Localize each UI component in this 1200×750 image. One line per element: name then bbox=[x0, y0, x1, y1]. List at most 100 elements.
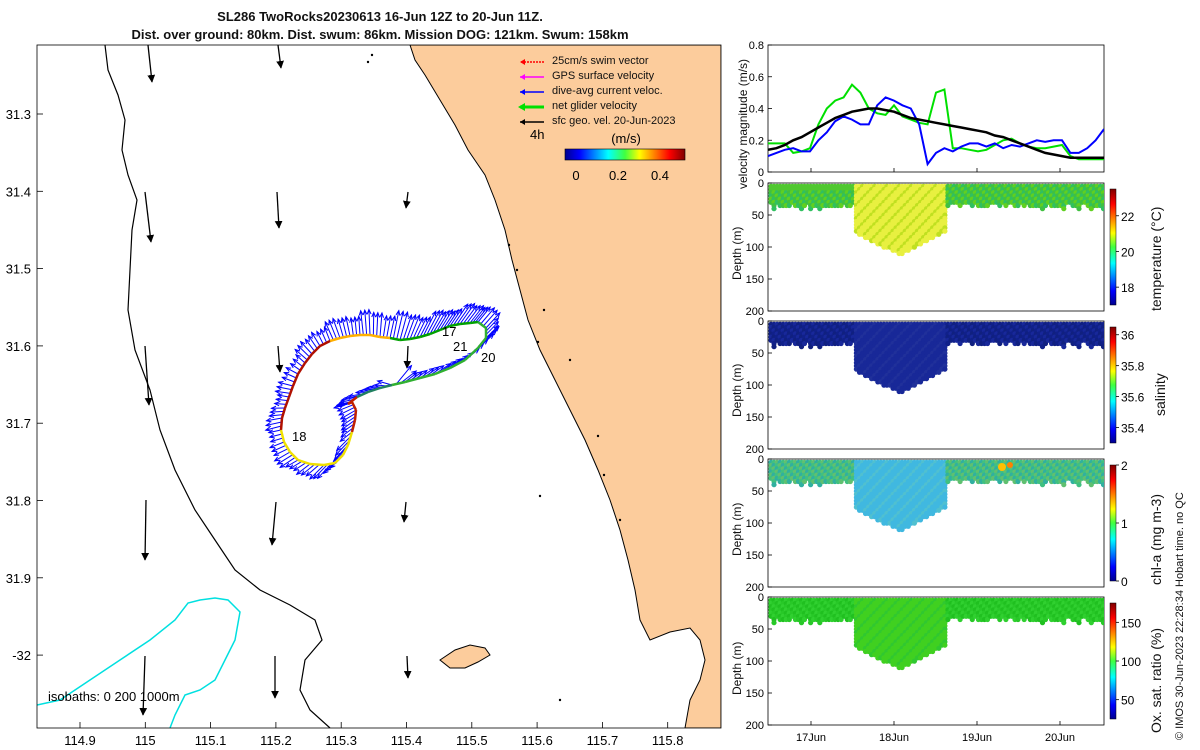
current-arrow-head bbox=[304, 338, 310, 345]
track-segment bbox=[329, 336, 341, 343]
velocity-y-tick-label: 0.4 bbox=[749, 104, 764, 116]
current-arrow-head bbox=[296, 344, 303, 351]
depth-tick-label: 50 bbox=[752, 486, 764, 498]
section-data-point bbox=[1100, 344, 1104, 350]
section-data-point bbox=[942, 228, 948, 234]
current-arrow bbox=[345, 316, 351, 337]
track-label-18: 18 bbox=[292, 429, 306, 444]
depth-tick-label: 0 bbox=[758, 592, 764, 604]
map-x-ticks: 114.9 115 115.1 115.2 115.3 115.4 115.5 115.6 11… bbox=[64, 722, 683, 748]
section-data-point bbox=[942, 504, 948, 510]
map-legend: 25cm/s swim vector GPS surface velocity … bbox=[516, 54, 676, 129]
current-arrow-head bbox=[274, 389, 281, 395]
current-arrow-head bbox=[379, 311, 385, 318]
current-arrow bbox=[328, 319, 338, 340]
velocity-series-line bbox=[768, 96, 1104, 167]
cbar-tick-label: 2 bbox=[1121, 459, 1128, 473]
section-data-point bbox=[771, 206, 777, 212]
current-arrow-head bbox=[305, 471, 312, 477]
depth-tick-label: 150 bbox=[746, 274, 764, 286]
current-arrow bbox=[277, 394, 290, 398]
current-arrow-head bbox=[320, 328, 325, 335]
current-arrow-head bbox=[288, 464, 295, 470]
section-data-point bbox=[801, 616, 808, 623]
section-data-point bbox=[930, 648, 936, 655]
current-arrow bbox=[295, 354, 306, 364]
current-arrow-head bbox=[300, 470, 307, 476]
section-data-point bbox=[899, 388, 905, 395]
current-arrow bbox=[324, 321, 334, 341]
current-arrow bbox=[296, 463, 311, 475]
current-arrow bbox=[462, 305, 478, 324]
depth-tick-label: 0 bbox=[758, 316, 764, 328]
depth-tick-label: 50 bbox=[752, 348, 764, 360]
depth-tick-label: 200 bbox=[746, 306, 764, 318]
current-arrow bbox=[469, 305, 484, 324]
track-segment bbox=[439, 324, 451, 332]
depth-tick-label: 50 bbox=[752, 210, 764, 222]
cbar-tick-label: 36 bbox=[1121, 329, 1135, 343]
current-arrow-head bbox=[276, 393, 283, 399]
current-arrow bbox=[396, 311, 404, 340]
current-arrow bbox=[279, 456, 296, 468]
current-arrow-head bbox=[347, 393, 354, 398]
colorbar-tick: 0.4 bbox=[651, 168, 669, 183]
current-arrow bbox=[422, 310, 437, 337]
current-arrow-head bbox=[340, 316, 346, 323]
map-x-tick-label: 115.4 bbox=[391, 733, 423, 748]
section-data-point bbox=[998, 463, 1006, 471]
current-arrow bbox=[269, 414, 284, 417]
section-data-point bbox=[899, 664, 905, 671]
current-arrow-head bbox=[435, 309, 441, 316]
current-arrow bbox=[289, 460, 303, 470]
depth-tick-label: 200 bbox=[746, 582, 764, 594]
section-data-point bbox=[817, 620, 823, 626]
current-arrow bbox=[379, 312, 383, 338]
time-tick-label: 19Jun bbox=[962, 732, 992, 744]
cbar-tick-label: 50 bbox=[1121, 694, 1135, 708]
current-arrow-head bbox=[274, 397, 282, 403]
section-data-point bbox=[771, 482, 777, 488]
map-y-tick-label: -32 bbox=[12, 648, 31, 663]
current-arrow-head bbox=[475, 304, 481, 311]
cbar-tick-label: 35.6 bbox=[1121, 391, 1145, 405]
section-data-point bbox=[771, 620, 777, 626]
current-arrow bbox=[277, 454, 293, 465]
isobath-deep bbox=[104, 45, 331, 728]
current-arrow bbox=[300, 341, 313, 355]
current-arrow-head bbox=[358, 309, 364, 316]
current-arrow-head bbox=[399, 310, 405, 317]
rock-dots bbox=[366, 53, 622, 702]
current-arrow bbox=[265, 425, 282, 431]
current-arrow-head bbox=[269, 409, 276, 415]
cbar-label-salinity: salinity bbox=[1152, 373, 1168, 416]
current-arrow-head bbox=[495, 311, 501, 318]
current-arrow bbox=[294, 349, 308, 361]
current-arrow-head bbox=[289, 362, 296, 369]
current-arrow-head bbox=[356, 314, 362, 322]
velocity-y-tick-label: 0.2 bbox=[749, 135, 764, 147]
section-data-point bbox=[945, 616, 951, 623]
current-arrow-head bbox=[336, 407, 343, 412]
current-arrow-head bbox=[340, 432, 347, 438]
current-arrow bbox=[412, 317, 424, 339]
track-segment bbox=[477, 337, 487, 349]
current-arrow bbox=[341, 416, 356, 427]
map-y-ticks: 31.331.431.531.631.731.831.9-32 bbox=[6, 107, 43, 663]
current-arrow bbox=[285, 459, 299, 468]
current-arrow bbox=[386, 315, 392, 338]
section-data-point bbox=[817, 206, 823, 212]
section-data-point bbox=[923, 652, 930, 658]
current-arrow-head bbox=[264, 426, 271, 432]
current-arrow-head bbox=[269, 438, 276, 443]
section-data-point bbox=[1076, 206, 1082, 212]
figure-title-line2: Dist. over ground: 80km. Dist. swum: 86k… bbox=[131, 27, 629, 42]
section-data-point bbox=[808, 206, 814, 212]
current-arrow bbox=[309, 464, 325, 480]
track-segment bbox=[279, 429, 286, 443]
legend-label: GPS surface velocity bbox=[552, 70, 655, 82]
section-data-point bbox=[984, 340, 991, 347]
